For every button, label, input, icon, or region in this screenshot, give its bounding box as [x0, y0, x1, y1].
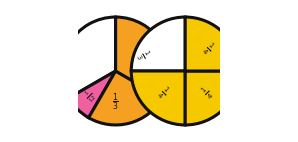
Wedge shape	[116, 17, 170, 98]
Wedge shape	[69, 71, 116, 118]
Text: $\frac{1}{4}$: $\frac{1}{4}$	[154, 84, 172, 102]
Wedge shape	[131, 17, 185, 71]
Wedge shape	[185, 17, 239, 71]
Text: $\frac{1}{3}$: $\frac{1}{3}$	[112, 92, 119, 113]
Text: $\frac{1}{4}$: $\frac{1}{4}$	[199, 40, 216, 58]
Text: $\frac{1}{12}$: $\frac{1}{12}$	[82, 87, 100, 105]
Text: $\frac{1}{3}$: $\frac{1}{3}$	[133, 48, 152, 63]
Wedge shape	[131, 71, 185, 125]
Wedge shape	[185, 71, 239, 125]
Text: $\frac{1}{4}$: $\frac{1}{4}$	[199, 84, 216, 102]
Wedge shape	[89, 71, 162, 125]
Wedge shape	[62, 17, 116, 98]
